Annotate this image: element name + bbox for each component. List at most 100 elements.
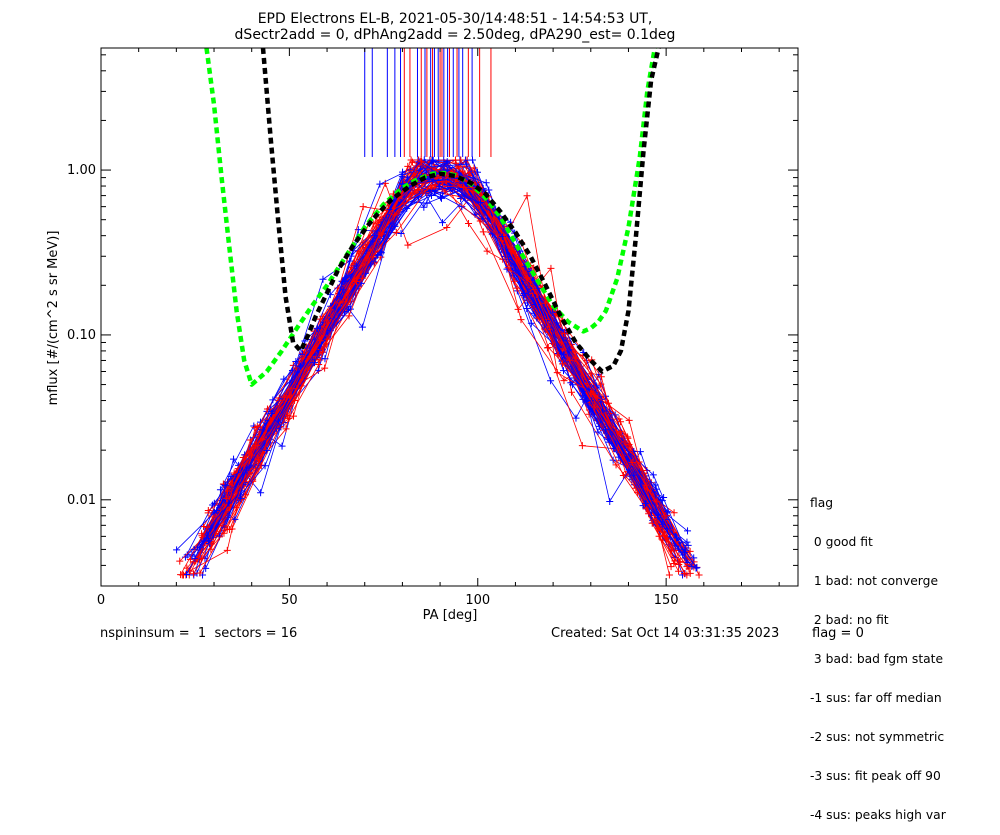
flux-point: [663, 534, 671, 542]
flux-trace: [193, 178, 692, 577]
flux-trace-line: [197, 168, 661, 548]
flux-point: [369, 253, 377, 261]
flux-point: [483, 247, 491, 255]
legend-item: -4 sus: peaks high var: [810, 808, 946, 822]
flux-point: [560, 377, 568, 385]
flux-point: [290, 412, 298, 420]
flux-trace-line: [201, 172, 688, 567]
x-axis-label: PA [deg]: [423, 608, 478, 623]
flux-trace: [206, 180, 690, 554]
flux-trace-line: [223, 159, 655, 524]
flux-point: [468, 156, 476, 164]
flux-point: [230, 455, 238, 463]
flux-trace-line: [191, 179, 697, 569]
flux-trace-line: [219, 165, 652, 537]
flux-point: [224, 487, 232, 495]
flux-trace-line: [229, 178, 674, 535]
flux-point: [177, 571, 185, 579]
flux-trace-line: [215, 169, 688, 532]
flux-trace-line: [220, 159, 663, 501]
flux-trace-line: [186, 172, 681, 569]
flux-point: [269, 396, 277, 404]
flux-point: [352, 277, 360, 285]
flux-point: [684, 527, 692, 535]
flux-point: [484, 221, 492, 229]
green-fit-curve: [204, 48, 658, 387]
flux-point: [686, 547, 694, 555]
flux-trace-line: [214, 174, 698, 568]
flux-trace-line: [217, 174, 667, 526]
flux-trace-line: [234, 175, 650, 496]
flux-point: [591, 403, 599, 411]
flux-point: [286, 392, 294, 400]
flux-point: [326, 306, 334, 314]
flux-trace-line: [221, 180, 654, 524]
flux-trace: [186, 165, 662, 563]
flux-point: [566, 356, 574, 364]
flux-point: [465, 220, 473, 228]
flag-legend: flag 0 good fit 1 bad: not converge 2 ba…: [810, 471, 946, 835]
flux-trace-line: [213, 159, 683, 576]
flux-point: [371, 231, 379, 239]
flux-trace: [199, 173, 678, 568]
legend-item: -1 sus: far off median: [810, 691, 942, 705]
flux-point: [653, 498, 661, 506]
flux-trace: [189, 169, 694, 578]
flux-trace-line: [194, 161, 669, 559]
flux-trace: [200, 171, 651, 531]
flux-point: [462, 160, 470, 168]
flux-trace: [209, 156, 692, 564]
x-tick-label: 50: [281, 593, 298, 608]
flux-point: [202, 564, 210, 572]
flux-point: [446, 182, 454, 190]
flux-point: [227, 472, 235, 480]
flux-point: [204, 537, 212, 545]
chart-title-line2: dSectr2add = 0, dPhAng2add = 2.50deg, dP…: [235, 27, 676, 43]
flux-trace: [228, 166, 678, 533]
flux-trace: [191, 158, 672, 562]
flux-point: [458, 203, 466, 211]
x-tick-label: 0: [97, 593, 105, 608]
flux-point: [682, 546, 690, 554]
axes: 0 50 100 150 0.01 0.10 1.00: [67, 48, 798, 608]
flux-trace: [203, 175, 683, 553]
flux-point: [223, 494, 231, 502]
plot-frame: [100, 47, 799, 587]
flux-point: [190, 545, 198, 553]
y-tick-label: 1.00: [67, 163, 96, 178]
flux-point: [223, 525, 231, 533]
flux-point: [690, 554, 698, 562]
peak-markers: [364, 48, 492, 158]
flux-point: [527, 319, 535, 327]
flux-point: [544, 343, 552, 351]
flux-point: [321, 355, 329, 363]
flux-point: [404, 241, 412, 249]
legend-item: 0 good fit: [810, 535, 873, 549]
flux-point: [316, 337, 324, 345]
legend-item: -3 sus: fit peak off 90: [810, 769, 941, 783]
flux-point: [517, 316, 525, 324]
flux-point: [482, 179, 490, 187]
flux-point: [323, 335, 331, 343]
flux-trace: [224, 168, 691, 546]
flux-trace-line: [218, 169, 698, 568]
flux-trace: [177, 177, 688, 579]
flux-trace: [201, 167, 673, 549]
flux-trace: [193, 165, 664, 551]
flux-trace-line: [195, 173, 668, 562]
flux-trace: [204, 156, 666, 536]
flux-point: [191, 554, 199, 562]
flux-point: [628, 458, 636, 466]
flux-point: [237, 495, 245, 503]
flux-point: [345, 312, 353, 320]
flux-point: [443, 158, 451, 166]
flux-point: [655, 532, 663, 540]
flux-trace-line: [200, 163, 672, 567]
flux-point: [625, 441, 633, 449]
flux-trace: [190, 175, 680, 566]
flux-trace-line: [206, 170, 668, 539]
flux-point: [321, 364, 329, 372]
flux-point: [190, 558, 198, 566]
flux-point: [571, 354, 579, 362]
flux-trace-line: [234, 159, 649, 483]
